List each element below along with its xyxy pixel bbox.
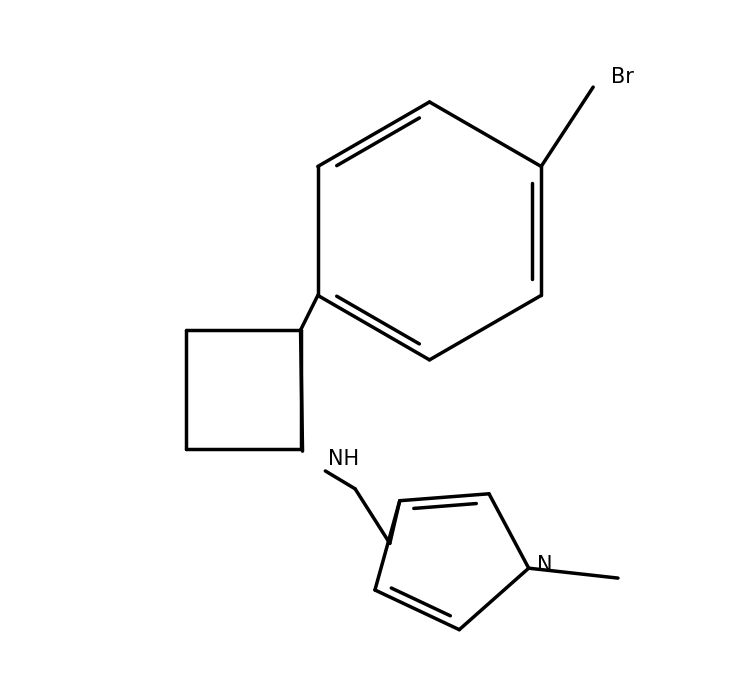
Text: NH: NH bbox=[328, 449, 359, 469]
Text: N: N bbox=[537, 555, 552, 575]
Text: Br: Br bbox=[611, 67, 634, 87]
